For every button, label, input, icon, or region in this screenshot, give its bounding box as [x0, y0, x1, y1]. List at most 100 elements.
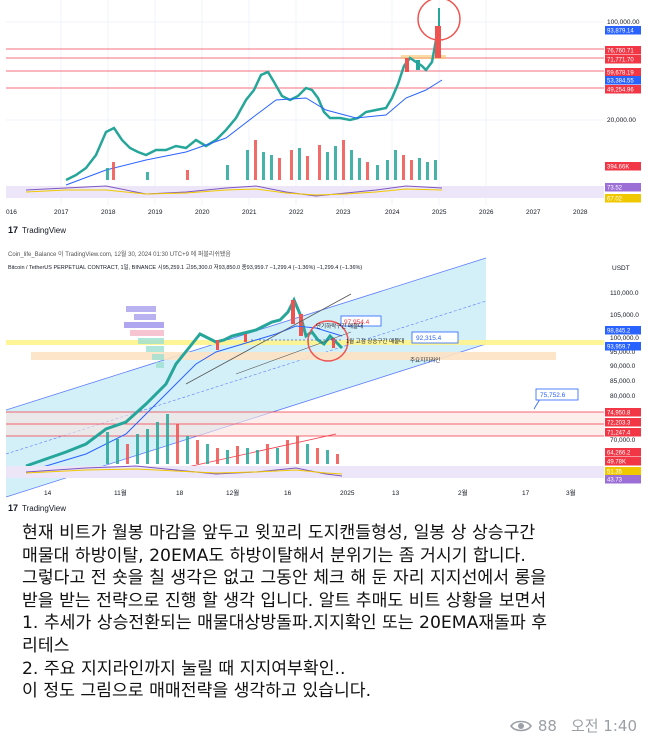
price-tag-bg [605, 76, 641, 85]
svg-text:TradingView: TradingView [22, 504, 66, 513]
price-tag: 76,760.71 [607, 49, 634, 55]
message-caption: 현재 비트가 월봉 마감을 앞두고 윗꼬리 도지캔들형성, 일봉 상 상승구간 … [22, 522, 632, 703]
currency-label: USDT [612, 265, 630, 272]
price-tag-bg [605, 26, 641, 35]
time-axis-label: 2028 [573, 209, 588, 216]
overview-rsi-line [25, 185, 443, 197]
price-tag: 59,678.19 [607, 71, 634, 77]
caption-line: 1. 추세가 상승전환되는 매물대상방돌파.지지확인 또는 20EMA재돌파 후 [22, 613, 548, 634]
price-tag-bg [605, 475, 641, 484]
caption-line: 2. 주요 지지라인까지 눌릴 때 지지여부확인.. [22, 658, 346, 679]
daily-price-scale: 110,000.0 105,000.0 100,000.0 95,000.0 90,00… [610, 290, 639, 444]
price-tag-bg [605, 418, 641, 427]
caption-line: 리테스 [22, 635, 70, 656]
time-axis-label: 3월 [566, 488, 576, 497]
price-tag-bg [605, 55, 641, 64]
price-tag-bg [605, 68, 641, 77]
time-axis-label: 2027 [526, 209, 541, 216]
price-tag-bg [605, 428, 641, 437]
time-axis-label: 2월 [458, 488, 468, 497]
svg-text:20,000.00: 20,000.00 [607, 117, 636, 124]
time-axis-label: 2021 [242, 209, 257, 216]
price-tag-bg [605, 408, 641, 417]
price-tag: 72,203.3 [607, 421, 631, 427]
price-tag-bg [605, 457, 641, 466]
time-axis-label: 2024 [385, 209, 400, 216]
time-axis-label: 2020 [195, 209, 210, 216]
price-axis-tick: 100,000.0 [610, 335, 639, 342]
time-axis-label: 2025 [340, 490, 355, 497]
price-tag: 64,266.2 [607, 451, 631, 457]
time-axis-label: 2022 [289, 209, 304, 216]
price-tag: 73.52 [607, 186, 623, 192]
price-tag: 53,384.55 [607, 79, 634, 85]
tradingview-logo-top: 17 TradingView [8, 225, 66, 235]
price-tag-bg [605, 85, 641, 94]
svg-text:17: 17 [8, 225, 18, 235]
time-axis-label: 2019 [148, 209, 163, 216]
message-meta: 88 오전 1:40 [509, 715, 637, 736]
price-axis-tick: 90,000.0 [610, 363, 636, 370]
time-axis-label: 16 [284, 490, 292, 497]
price-tag-bg [605, 448, 641, 457]
price-tag: 98,845.2 [607, 329, 631, 335]
overview-candles [65, 8, 441, 182]
overview-circle-highlight [417, 0, 461, 41]
price-axis-tick: 105,000.0 [610, 312, 639, 319]
price-tag-bg [605, 46, 641, 55]
label-short-term-zone: 단기하락구간 매물대 [316, 322, 363, 330]
message-time: 오전 1:40 [570, 717, 637, 735]
daily-chart-svg: Coin_life_Balance 이 TradingView.com, 12월… [5, 250, 641, 513]
overview-chart-svg: 100,000.00 20,000.00 93,879.14 76,760.71 7… [6, 0, 641, 235]
price-axis-tick: 80,000.0 [610, 393, 636, 400]
high-zone-highlight [6, 340, 604, 345]
daily-price-labels: 98,845.2 93,959.7 74,950.8 72,203.3 71,247.4… [605, 326, 641, 484]
daily-chart: Coin_life_Balance 이 TradingView.com, 12월… [5, 244, 641, 514]
price-tag-bg [605, 467, 641, 476]
svg-text:92,315.4: 92,315.4 [416, 335, 442, 342]
label-support-line: 주요지지라인 [410, 356, 440, 364]
svg-text:TradingView: TradingView [22, 226, 66, 235]
time-axis-label: 14 [44, 490, 52, 497]
publish-header: Coin_life_Balance 이 TradingView.com, 12월… [8, 250, 231, 258]
price-tag-bg [605, 194, 641, 203]
annotation-75752: 75,752.6 [533, 388, 579, 410]
overview-price-scale: 100,000.00 20,000.00 [607, 19, 640, 124]
svg-text:17: 17 [8, 503, 18, 513]
price-tag: 43.73 [607, 478, 623, 484]
volume-profile [124, 306, 164, 368]
price-tag: 71,771.70 [607, 58, 634, 64]
overview-price-labels: 93,879.14 76,760.71 71,771.70 59,678.19 53,3… [605, 26, 641, 203]
support-zone [31, 352, 556, 360]
price-tag: 49,254.96 [607, 88, 634, 94]
overview-time-axis: 016 2017 2018 2019 2020 2021 2022 2023 2024 2025 2… [6, 209, 588, 216]
price-axis-tick: 95,000.0 [610, 349, 636, 356]
price-tag-bg [605, 162, 641, 171]
time-axis-label: 2025 [432, 209, 447, 216]
time-axis-label: 17 [522, 490, 530, 497]
eye-icon [509, 720, 532, 731]
time-axis-label: 016 [6, 209, 17, 216]
price-axis-tick: 70,000.0 [610, 437, 636, 444]
time-axis-label: 2017 [54, 209, 69, 216]
price-tag: 51.35 [607, 470, 623, 476]
caption-line: 현재 비트가 월봉 마감을 앞두고 윗꼬리 도지캔들형성, 일봉 상 상승구간 [22, 523, 536, 543]
price-tag: 49.78K [607, 460, 626, 466]
annotation-92315: 92,315.4 [411, 331, 459, 344]
daily-ema-line [25, 325, 343, 473]
price-axis-tick: 85,000.0 [610, 378, 636, 385]
price-tag: 93,959.7 [607, 345, 631, 351]
view-count: 88 [537, 716, 557, 735]
caption-line: 매물대 하방이탈, 20EMA도 하방이탈해서 분위기는 좀 거시기 합니다. [22, 545, 526, 566]
price-tag: 71,247.4 [607, 431, 631, 437]
time-axis-label: 11월 [114, 488, 127, 497]
price-axis-tick: 110,000.0 [610, 290, 639, 297]
label-high-zone: 1월 고점 상승구간 매물대 [346, 337, 404, 345]
svg-text:100,000.00: 100,000.00 [607, 19, 640, 26]
price-tag: 74,950.8 [607, 411, 631, 417]
price-tag: 93,879.14 [607, 29, 634, 35]
price-tag: 67.02 [607, 197, 623, 203]
price-tag-bg [605, 342, 641, 351]
time-axis-label: 18 [176, 490, 184, 497]
price-tag-bg [605, 326, 641, 335]
